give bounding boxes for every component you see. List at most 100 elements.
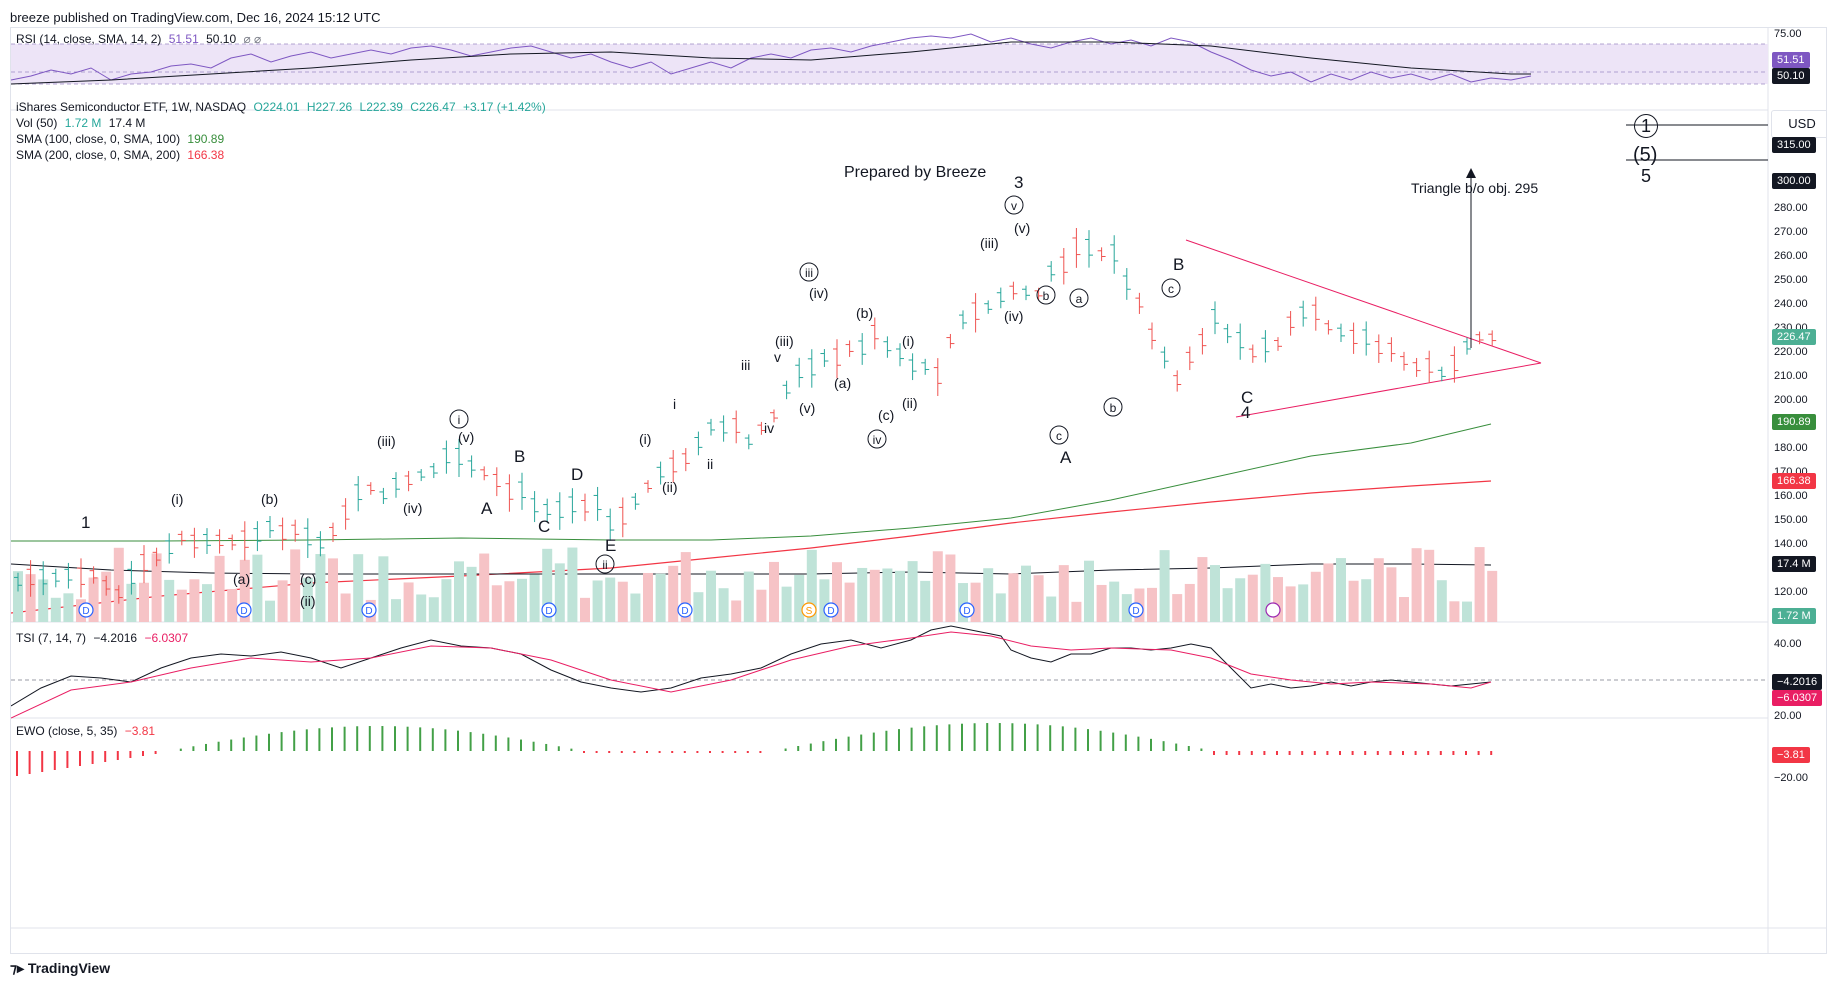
price-tag-sma200: 166.38 bbox=[1772, 473, 1816, 489]
circled-wave-label: iii bbox=[799, 262, 819, 282]
volume-bar bbox=[1159, 550, 1170, 622]
volume-bar bbox=[1071, 601, 1082, 622]
volume-bar bbox=[25, 574, 36, 622]
volume-bar bbox=[277, 580, 288, 622]
sma100-line bbox=[11, 423, 1492, 542]
wave-label: B bbox=[1173, 255, 1184, 274]
volume-bar bbox=[1121, 594, 1132, 622]
volume-bar bbox=[391, 599, 401, 622]
wave-circled-1: 1 bbox=[1634, 114, 1658, 138]
wave-label: (iv) bbox=[1004, 308, 1023, 324]
volume-bar bbox=[214, 555, 225, 622]
currency-button[interactable]: USD bbox=[1771, 110, 1826, 138]
rsi-legend[interactable]: RSI (14, close, SMA, 14, 2) 51.51 50.10 … bbox=[16, 32, 261, 46]
volume-bar bbox=[643, 572, 653, 622]
brand-label: TradingView bbox=[27, 960, 111, 976]
dividend-marker: D bbox=[78, 602, 94, 618]
split-marker: S bbox=[801, 602, 817, 618]
volume-bar bbox=[1096, 584, 1107, 622]
volume-bar bbox=[504, 581, 515, 622]
volume-bar bbox=[1021, 565, 1031, 622]
wave-label: (a) bbox=[233, 571, 250, 587]
sma100-legend[interactable]: SMA (100, close, 0, SMA, 100) 190.89 bbox=[16, 132, 224, 146]
volume-bar bbox=[239, 559, 250, 622]
tsi-label: TSI (7, 14, 7) bbox=[16, 631, 87, 645]
ewo-legend[interactable]: EWO (close, 5, 35) −3.81 bbox=[16, 724, 155, 738]
triangle-lower bbox=[1235, 362, 1542, 418]
circled-wave-label: i bbox=[449, 409, 469, 429]
volume-bar bbox=[857, 567, 868, 622]
symbol-legend[interactable]: iShares Semiconductor ETF, 1W, NASDAQ O2… bbox=[16, 100, 546, 114]
circled-wave-label: a bbox=[1069, 288, 1089, 308]
volume-bar bbox=[340, 593, 351, 622]
rsi-scale-75: 75.00 bbox=[1774, 28, 1802, 40]
dividend-marker: D bbox=[959, 602, 975, 618]
volume-bar bbox=[794, 574, 805, 622]
rsi-sma-tag: 50.10 bbox=[1772, 68, 1810, 84]
dividend-marker: D bbox=[1128, 602, 1144, 618]
tsi-legend[interactable]: TSI (7, 14, 7) −4.2016 −6.0307 bbox=[16, 631, 188, 645]
volume-tag-ma: 17.4 M bbox=[1772, 556, 1816, 572]
volume-bar bbox=[1411, 548, 1422, 622]
volume-bar bbox=[126, 583, 137, 622]
volume-bar bbox=[428, 597, 439, 622]
wave-label: (v) bbox=[799, 400, 815, 416]
volume-bar bbox=[1285, 586, 1296, 622]
volume-bar bbox=[328, 558, 338, 622]
volume-bar bbox=[164, 579, 175, 622]
volume-bar bbox=[63, 593, 74, 622]
marker-label: D bbox=[827, 606, 834, 617]
circled-label-text: c bbox=[1056, 429, 1062, 443]
price-scale-label: 220.00 bbox=[1774, 346, 1808, 358]
volume-bar bbox=[13, 571, 23, 622]
volume-bar bbox=[88, 577, 99, 622]
eye-off-icon[interactable]: ⌀ ⌀ bbox=[243, 32, 262, 46]
wave-label: (iv) bbox=[809, 285, 828, 301]
sma100-value: 190.89 bbox=[187, 132, 225, 146]
dividend-marker: D bbox=[823, 602, 839, 618]
tsi-value: −4.2016 bbox=[93, 631, 138, 645]
chart-frame[interactable]: D D D D D S D D D 1 (i) (b) (a) (c) (ii) (iii) (iv) (v) A… bbox=[10, 27, 1827, 954]
tradingview-logo[interactable]: ⁊▸ TradingView bbox=[10, 960, 110, 977]
volume-bar bbox=[1046, 596, 1057, 622]
price-scale-label: 160.00 bbox=[1774, 490, 1808, 502]
volume-bar bbox=[693, 592, 704, 622]
rsi-line bbox=[11, 33, 1532, 83]
event-marker bbox=[1265, 602, 1281, 618]
wave-label: (b) bbox=[261, 491, 278, 507]
volume-bar bbox=[441, 579, 452, 622]
volume-bar bbox=[113, 547, 124, 622]
volume-bar bbox=[907, 561, 918, 622]
volume-legend[interactable]: Vol (50) 1.72 M 17.4 M bbox=[16, 116, 145, 130]
volume-bar bbox=[1310, 571, 1321, 622]
price-scale-label: 270.00 bbox=[1774, 226, 1808, 238]
volume-bar bbox=[1373, 558, 1384, 622]
volume-bar bbox=[1008, 573, 1019, 622]
volume-bar bbox=[1273, 577, 1283, 622]
volume-bar bbox=[1260, 563, 1271, 622]
wave-label: (i) bbox=[639, 431, 651, 447]
sma200-legend[interactable]: SMA (200, close, 0, SMA, 200) 166.38 bbox=[16, 148, 224, 162]
wave-label: ii bbox=[707, 456, 713, 472]
circled-wave-label: c bbox=[1049, 425, 1069, 445]
circled-wave-label: b bbox=[1103, 397, 1123, 417]
tsi-signal-tag: −6.0307 bbox=[1772, 690, 1823, 706]
volume-label: Vol (50) bbox=[16, 116, 58, 130]
volume-bar bbox=[844, 582, 855, 622]
circled-wave-label: v bbox=[1004, 195, 1024, 215]
volume-bar bbox=[101, 571, 112, 622]
volume-bar bbox=[983, 568, 994, 622]
volume-bar bbox=[995, 593, 1006, 622]
tsi-signal-line bbox=[11, 631, 1492, 719]
volume-bar bbox=[1109, 581, 1120, 622]
circled-label-text: iv bbox=[873, 433, 882, 447]
volume-bar bbox=[617, 581, 628, 622]
volume-bar bbox=[176, 589, 187, 622]
volume-bar bbox=[1184, 583, 1195, 622]
volume-bar bbox=[869, 569, 880, 622]
chart-canvas[interactable]: D D D D D S D D D 1 (i) (b) (a) (c) (ii) (iii) (iv) (v) A… bbox=[11, 28, 1826, 953]
volume-bar bbox=[756, 589, 767, 622]
volume-bar bbox=[1222, 588, 1233, 622]
volume-bar bbox=[1462, 601, 1472, 622]
watermark-text: Prepared by Breeze bbox=[844, 164, 987, 181]
